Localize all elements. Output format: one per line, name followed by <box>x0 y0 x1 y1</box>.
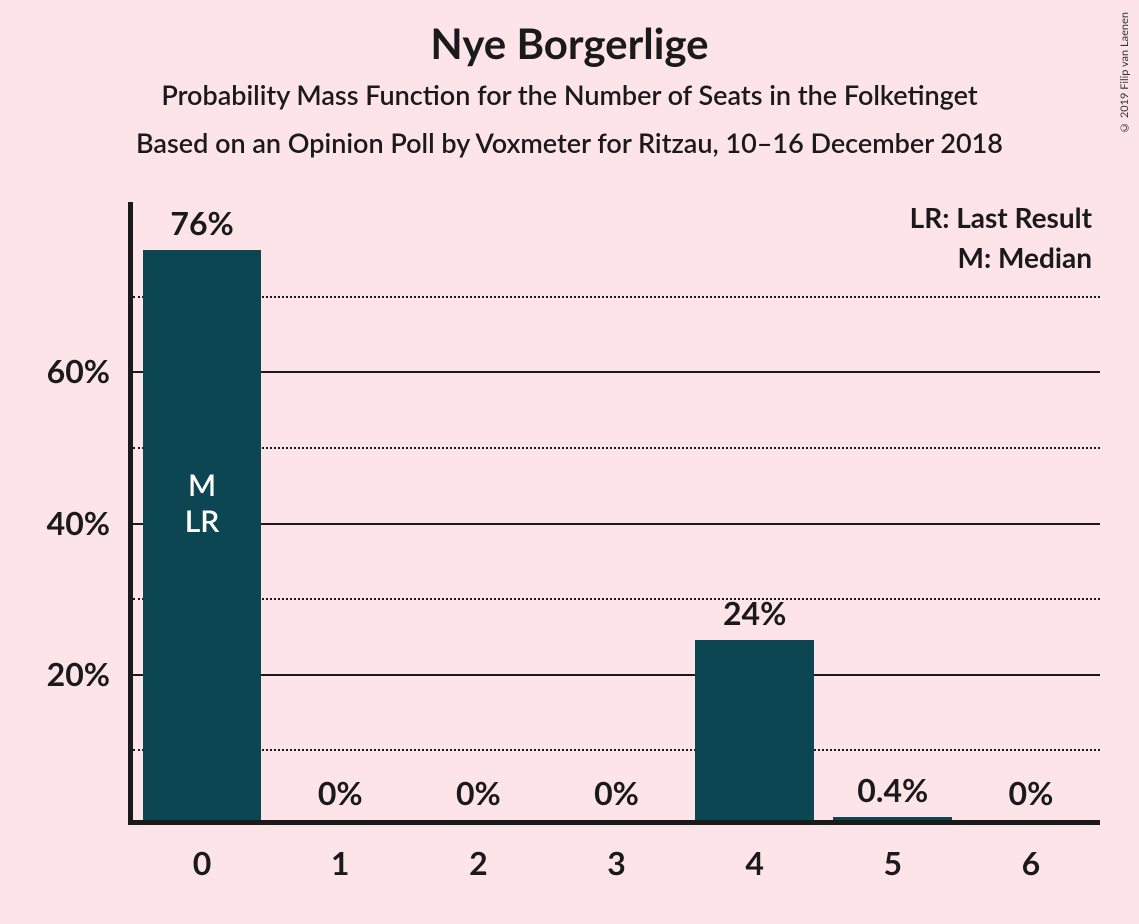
bar-inner-label: MLR <box>143 467 262 539</box>
gridline-minor <box>133 749 1100 751</box>
y-tick-label: 20% <box>0 654 110 693</box>
legend: LR: Last Result M: Median <box>910 200 1092 274</box>
bar-value-label: 0.4% <box>824 770 962 809</box>
bar <box>833 817 952 820</box>
bar-value-label: 24% <box>686 593 824 632</box>
gridline-major <box>133 674 1100 676</box>
chart-subtitle-2: Based on an Opinion Poll by Voxmeter for… <box>0 126 1139 159</box>
bar-value-label: 0% <box>962 773 1100 812</box>
bar: MLR <box>143 250 262 820</box>
x-tick-label: 1 <box>271 843 409 882</box>
gridline-major <box>133 371 1100 373</box>
bar <box>695 640 814 820</box>
x-tick-label: 2 <box>409 843 547 882</box>
chart-container: Nye Borgerlige Probability Mass Function… <box>0 0 1139 924</box>
bar-value-label: 0% <box>547 773 685 812</box>
bar-value-label: 0% <box>409 773 547 812</box>
gridline-major <box>133 523 1100 525</box>
legend-m: M: Median <box>910 240 1092 274</box>
x-tick-label: 5 <box>824 843 962 882</box>
legend-lr: LR: Last Result <box>910 200 1092 234</box>
x-tick-label: 0 <box>133 843 271 882</box>
bar-value-label: 76% <box>133 203 271 242</box>
y-tick-label: 40% <box>0 503 110 542</box>
chart-title: Nye Borgerlige <box>0 18 1139 68</box>
gridline-minor <box>133 296 1100 298</box>
gridline-minor <box>133 447 1100 449</box>
x-tick-label: 6 <box>962 843 1100 882</box>
y-tick-label: 60% <box>0 351 110 390</box>
chart-subtitle-1: Probability Mass Function for the Number… <box>0 78 1139 111</box>
x-tick-label: 4 <box>686 843 824 882</box>
copyright-text: © 2019 Filip van Laenen <box>1118 12 1131 134</box>
plot-area: MLR76%0%0%0%24%0.4%0% <box>128 220 1100 825</box>
gridline-minor <box>133 598 1100 600</box>
x-tick-label: 3 <box>547 843 685 882</box>
x-axis-line <box>128 820 1100 825</box>
bar-value-label: 0% <box>271 773 409 812</box>
